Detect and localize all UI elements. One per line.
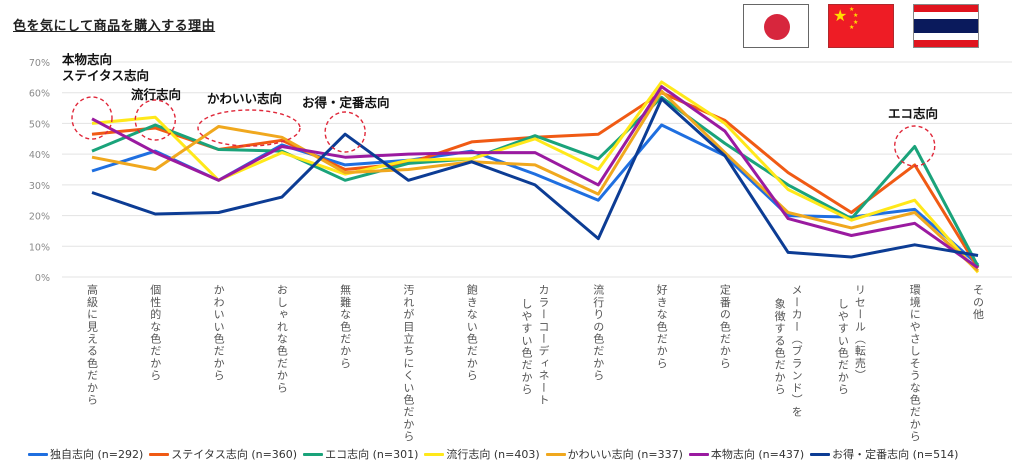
annotation-label: かわいい志向 <box>207 91 282 106</box>
x-tick-text: しやすい色だから <box>836 298 849 396</box>
x-tick-label: 高級に見える色だから <box>86 283 99 406</box>
y-tick-label: 50% <box>29 119 50 130</box>
legend-swatch <box>810 452 831 456</box>
japan-flag-icon <box>743 4 809 48</box>
legend-swatch <box>688 452 709 456</box>
y-tick-label: 0% <box>35 273 50 284</box>
series-line <box>91 95 980 268</box>
x-tick-label: かわいい色だから <box>212 284 225 382</box>
annotation-circle <box>197 109 301 147</box>
annotation-circle <box>134 99 176 141</box>
annotation-circle <box>71 96 113 140</box>
legend-swatch <box>424 452 445 456</box>
y-tick-label: 20% <box>29 212 50 223</box>
china-flag-icon: ★ ★ ★ ★ ★ <box>828 4 894 48</box>
legend-label: 本物志向 (n=437) <box>710 448 805 461</box>
legend-label: エコ志向 (n=301) <box>325 448 419 461</box>
x-tick-text: リセール（転売） <box>853 284 866 382</box>
y-tick-label: 60% <box>29 89 50 100</box>
legend-item: エコ志向 (n=301) <box>303 446 418 462</box>
legend-label: 流行志向 (n=403) <box>446 448 540 461</box>
x-tick-label: 飽きない色だから <box>465 283 478 382</box>
annotation-label: お得・定番志向 <box>302 95 390 110</box>
annotation-label: ステイタス志向 <box>62 68 149 83</box>
legend-swatch <box>303 452 324 456</box>
x-tick-label: 好きな色だから <box>655 283 668 370</box>
y-tick-label: 70% <box>29 58 50 69</box>
x-tick-text: メーカー（ブランド）を <box>790 284 803 418</box>
china-flag-small-star: ★ <box>849 6 855 13</box>
legend-item: お得・定番志向 (n=514) <box>810 446 958 462</box>
y-tick-label: 40% <box>29 150 50 161</box>
legend-label: かわいい志向 (n=337) <box>567 448 683 461</box>
thailand-flag-stripe <box>914 33 978 40</box>
x-tick-label: 汚れが目立ちにくい色だから <box>402 284 415 443</box>
x-tick-text: 汚れが目立ちにくい色だから <box>402 284 415 443</box>
x-tick-label: 定番の色だから <box>718 283 731 370</box>
china-flag-small-star: ★ <box>853 19 859 26</box>
x-tick-label: おしゃれな色だから <box>275 284 288 394</box>
chart-title: 色を気にして商品を購入する理由 <box>13 19 216 34</box>
china-flag-big-star: ★ <box>833 6 848 25</box>
legend-label: 独自志向 (n=292) <box>50 448 144 461</box>
legend-item: 独自志向 (n=292) <box>28 446 143 462</box>
x-tick-label: リセール（転売） しやすい色だから <box>836 284 866 396</box>
y-tick-label: 10% <box>29 242 50 253</box>
x-tick-text: その他 <box>972 284 985 321</box>
x-tick-text: しやすい色だから <box>520 298 533 396</box>
series-line <box>91 85 979 270</box>
x-tick-label: 環境にやさしそうな色だから <box>908 284 921 443</box>
x-tick-text: かわいい色だから <box>212 284 225 382</box>
x-tick-text: 定番の色だから <box>718 283 731 370</box>
thailand-flag-stripe <box>914 40 978 47</box>
series-line <box>91 123 979 266</box>
legend-item: 本物志向 (n=437) <box>688 446 805 462</box>
legend-label: お得・定番志向 (n=514) <box>832 448 959 461</box>
x-tick-text: おしゃれな色だから <box>275 284 288 394</box>
x-tick-text: 象徴する色だから <box>773 298 786 396</box>
chart-legend: 独自志向 (n=292) ステイタス志向 (n=360) エコ志向 (n=301) 流… <box>28 446 958 462</box>
legend-swatch <box>545 452 566 456</box>
legend-swatch <box>149 452 170 456</box>
annotation-label: エコ志向 <box>888 106 938 121</box>
x-tick-text: 環境にやさしそうな色だから <box>908 284 921 443</box>
legend-swatch <box>28 452 48 456</box>
japan-flag-sun <box>764 14 790 40</box>
annotation-label: 流行志向 <box>131 87 181 102</box>
annotation-label: 本物志向 <box>62 52 112 67</box>
x-tick-text: 無難な色だから <box>339 283 352 370</box>
x-tick-text: 流行りの色だから <box>592 283 605 382</box>
x-tick-label: その他 <box>972 284 985 321</box>
x-tick-text: 高級に見える色だから <box>86 283 99 406</box>
legend-label: ステイタス志向 (n=360) <box>171 448 298 461</box>
legend-item: 流行志向 (n=403) <box>424 446 540 462</box>
y-tick-label: 30% <box>29 181 50 192</box>
thailand-flag-icon <box>913 4 979 48</box>
x-tick-text: カラーコーディネート <box>537 284 550 406</box>
x-tick-text: 飽きない色だから <box>465 283 478 382</box>
annotation-circle <box>894 125 936 167</box>
thailand-flag-stripe <box>914 19 978 33</box>
legend-item: ステイタス志向 (n=360) <box>149 446 297 462</box>
china-flag-small-star: ★ <box>853 12 859 19</box>
x-tick-text: 好きな色だから <box>655 283 668 370</box>
series-line <box>91 91 980 269</box>
thailand-flag-stripe <box>914 12 978 19</box>
legend-item: かわいい志向 (n=337) <box>545 446 683 462</box>
x-tick-label: 流行りの色だから <box>592 283 605 382</box>
x-tick-label: 無難な色だから <box>339 283 352 370</box>
x-tick-text: 個性的な色だから <box>149 284 162 382</box>
thailand-flag-stripe <box>914 5 978 12</box>
series-line <box>91 89 980 273</box>
annotation-circle <box>324 111 366 153</box>
china-flag-small-star: ★ <box>849 24 855 31</box>
x-tick-label: 個性的な色だから <box>149 284 162 382</box>
